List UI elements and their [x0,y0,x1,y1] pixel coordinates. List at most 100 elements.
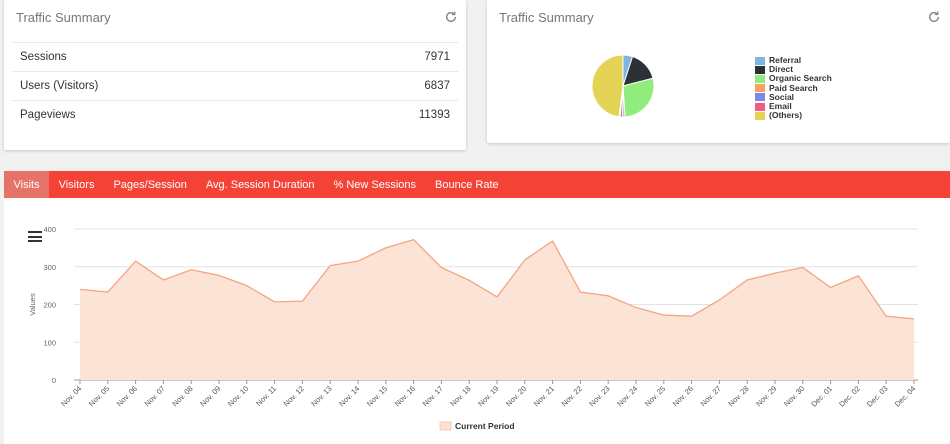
data-point[interactable] [857,275,859,277]
data-point[interactable] [301,300,303,302]
data-point[interactable] [107,291,109,293]
x-tick-label: Nov. 12 [282,384,306,408]
data-point[interactable] [885,315,887,317]
data-point[interactable] [218,274,220,276]
data-point[interactable] [663,314,665,316]
tab-pages-session[interactable]: Pages/Session [113,178,187,191]
y-axis-title: Values [28,293,37,316]
card-title: Traffic Summary [16,10,111,25]
tab-visitors[interactable]: Visitors [58,178,95,191]
y-tick-label: 300 [43,263,56,272]
data-point[interactable] [273,301,275,303]
y-tick-label: 100 [43,338,56,347]
data-point[interactable] [913,318,915,320]
x-tick-label: Nov. 28 [726,384,750,408]
legend-item[interactable]: Organic Search [755,74,832,83]
table-row: Sessions 7971 [12,42,458,71]
x-tick-label: Nov. 10 [226,384,250,408]
x-tick-label: Nov. 05 [87,384,111,408]
y-tick-label: 200 [43,301,56,310]
x-tick-label: Nov. 15 [365,384,389,408]
x-tick-label: Nov. 18 [448,384,472,408]
legend-item[interactable]: (Others) [755,111,832,120]
metrics-table: Sessions 7971 Users (Visitors) 6837 Page… [12,42,458,129]
x-tick-label: Dec. 03 [865,384,890,409]
pie-slice-organic-search[interactable] [622,77,655,118]
tab-new-sessions[interactable]: % New Sessions [333,178,417,191]
data-point[interactable] [718,299,720,301]
series-line[interactable] [79,238,915,320]
data-point[interactable] [190,269,192,271]
legend-label: Paid Search [769,82,818,93]
tab-avg-session-duration[interactable]: Avg. Session Duration [205,178,315,191]
data-point[interactable] [607,295,609,297]
refresh-icon[interactable] [927,10,941,24]
x-tick-label: Dec. 01 [809,384,834,409]
tab-visits[interactable]: Visits [4,171,50,198]
legend-item[interactable]: Paid Search [755,82,832,93]
data-point[interactable] [468,279,470,281]
x-tick-label: Nov. 08 [170,384,194,408]
x-tick-label: Nov. 24 [615,384,639,408]
data-point[interactable] [385,247,387,249]
data-point[interactable] [690,315,692,317]
legend-item[interactable]: Email [755,101,832,111]
visits-chart-panel: 0 100 200 300 400 Values Nov. 04 Nov. 05 Nov. 06… [4,198,950,444]
legend-swatch[interactable] [439,421,452,431]
metric-value: 6837 [424,80,450,92]
data-point[interactable] [79,288,81,290]
pie-legend: Referral Direct Organic Search Paid Search S… [755,55,832,120]
table-row: Users (Visitors) 6837 [12,71,458,100]
data-point[interactable] [579,291,581,293]
data-point[interactable] [357,260,359,262]
data-point[interactable] [329,264,331,266]
x-tick-label: Nov. 20 [504,384,528,408]
legend-swatch [755,65,765,74]
data-point[interactable] [496,296,498,298]
data-point[interactable] [440,266,442,268]
data-point[interactable] [246,284,248,286]
legend-swatch [755,84,765,93]
data-point[interactable] [829,286,831,288]
metric-value: 7971 [424,51,450,63]
data-point[interactable] [524,259,526,261]
legend-label: Referral [769,55,802,65]
pie-slice-others[interactable] [591,54,624,118]
legend-label[interactable]: Current Period [455,421,515,431]
data-point[interactable] [134,260,136,262]
legend-label: Organic Search [769,73,832,84]
metric-label: Sessions [20,51,67,63]
legend-label: (Others) [769,110,803,121]
x-tick-label: Nov. 13 [309,384,333,408]
traffic-source-pie-card: Traffic Summary Referral Direct Organic Se… [487,0,950,143]
x-tick-label: Nov. 29 [754,384,778,408]
traffic-summary-table-card: Traffic Summary Sessions 7971 Users (Vis… [4,0,466,150]
legend-swatch [755,111,765,120]
data-point[interactable] [746,279,748,281]
visits-area-chart: 0 100 200 300 400 Values Nov. 04 Nov. 05 Nov. 06… [28,225,918,431]
x-tick-label: Nov. 09 [198,384,222,408]
x-tick-label: Nov. 16 [393,384,417,408]
legend-item[interactable]: Referral [755,55,832,65]
legend-swatch [755,93,765,102]
data-point[interactable] [635,306,637,308]
x-tick-label: Nov. 25 [643,384,667,408]
legend-item[interactable]: Direct [755,64,832,74]
legend-swatch [755,75,765,83]
data-point[interactable] [551,240,553,242]
data-point[interactable] [802,266,804,268]
data-point[interactable] [774,272,776,274]
card-title: Traffic Summary [499,10,594,25]
legend-item[interactable]: Social [755,92,832,102]
series-area-fill [80,239,914,380]
x-tick-label: Nov. 21 [532,384,556,408]
tab-bounce-rate[interactable]: Bounce Rate [435,178,499,191]
x-tick-label: Nov. 26 [671,384,695,408]
legend-swatch [755,56,765,65]
data-point[interactable] [162,279,164,281]
chart-menu-icon[interactable] [28,231,42,242]
x-tick-label: Nov. 11 [254,384,278,408]
refresh-icon[interactable] [444,10,458,24]
x-tick-label: Nov. 23 [587,384,611,408]
data-point[interactable] [412,238,414,240]
